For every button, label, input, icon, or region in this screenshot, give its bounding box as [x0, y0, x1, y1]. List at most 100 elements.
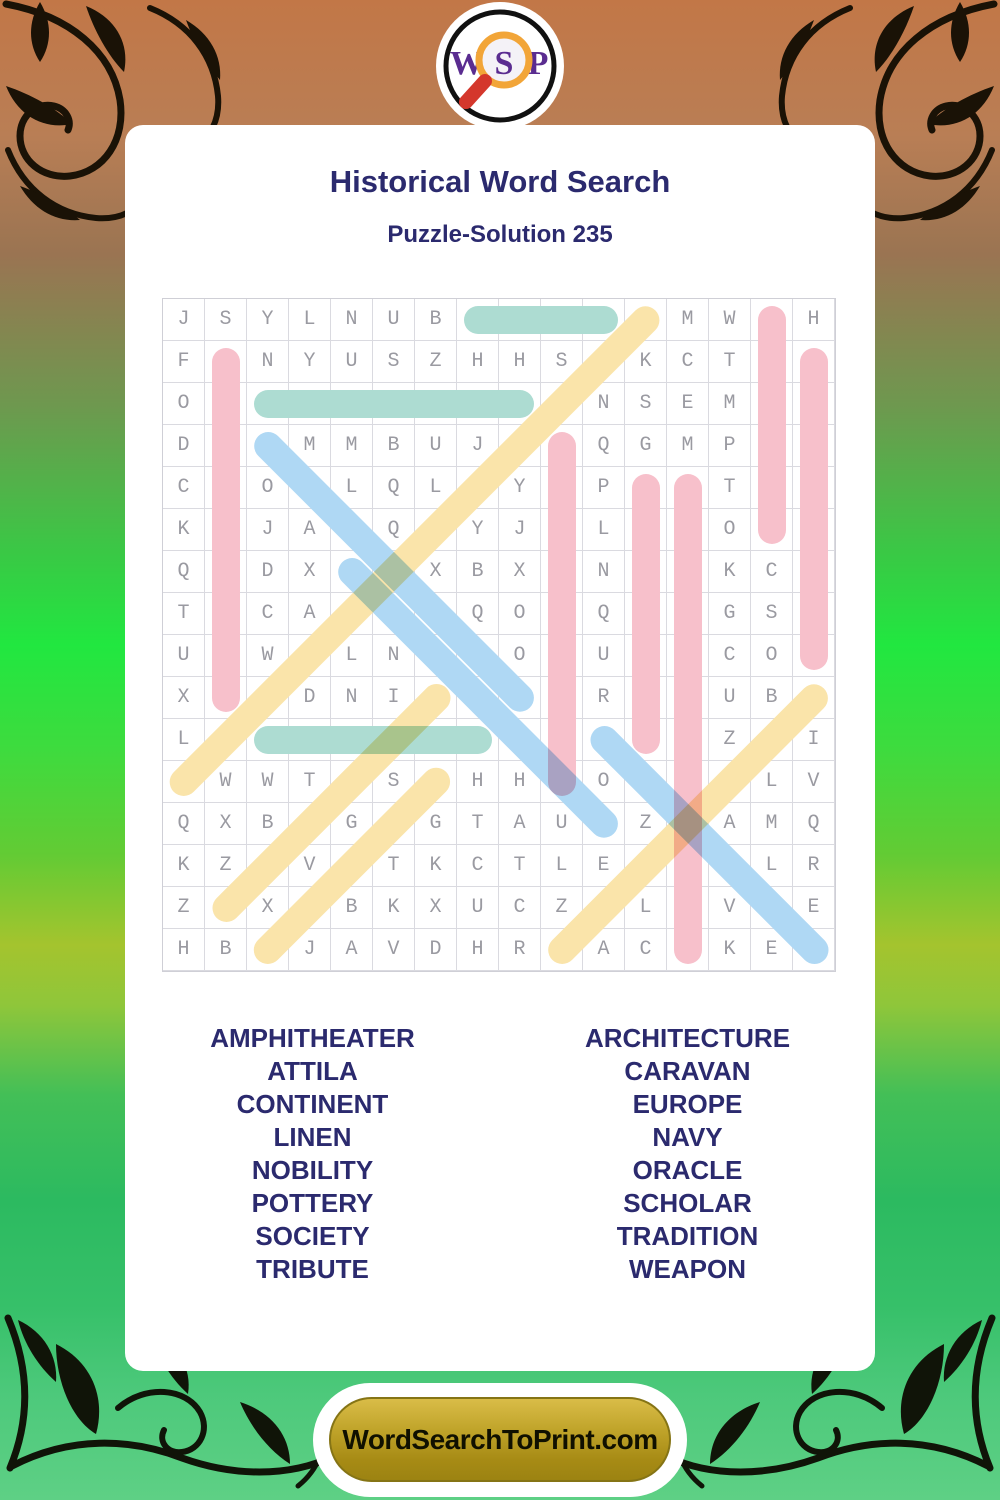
grid-cell: O — [583, 719, 625, 761]
grid-cell: Z — [541, 887, 583, 929]
grid-cell: T — [709, 341, 751, 383]
grid-cell: X — [415, 551, 457, 593]
grid-cell: Y — [793, 635, 835, 677]
grid-cell: M — [667, 425, 709, 467]
grid-cell: B — [331, 887, 373, 929]
grid-cell: Q — [163, 551, 205, 593]
grid-cell: D — [205, 467, 247, 509]
grid-cell: N — [583, 383, 625, 425]
grid-cell: T — [793, 593, 835, 635]
magnifier-handle-icon — [459, 74, 492, 109]
grid-cell: B — [793, 425, 835, 467]
grid-cell: T — [373, 845, 415, 887]
grid-cell: A — [583, 887, 625, 929]
grid-cell: E — [205, 887, 247, 929]
grid-cell: A — [499, 299, 541, 341]
grid-cell: A — [331, 929, 373, 971]
grid-cell: R — [583, 677, 625, 719]
grid-cell: P — [247, 425, 289, 467]
grid-cell: S — [541, 341, 583, 383]
grid-cell: T — [373, 551, 415, 593]
grid-cell: R — [625, 761, 667, 803]
grid-cell: R — [205, 383, 247, 425]
word-list-left: AMPHITHEATER ATTILA CONTINENT LINEN NOBILITY… — [125, 1022, 500, 1286]
grid-cell: R — [457, 635, 499, 677]
wsp-magnifier-logo: W S P — [436, 2, 564, 130]
grid-cell: E — [625, 635, 667, 677]
grid-cell: M — [667, 509, 709, 551]
grid-cell: W — [205, 761, 247, 803]
grid-cell: A — [751, 719, 793, 761]
grid-cell: H — [499, 341, 541, 383]
grid-cell: L — [541, 845, 583, 887]
grid-cell: Q — [583, 593, 625, 635]
grid-cell: N — [331, 677, 373, 719]
grid-cell: R — [289, 803, 331, 845]
grid-cell: Q — [793, 803, 835, 845]
grid-cell: C — [751, 551, 793, 593]
grid-cell: I — [373, 677, 415, 719]
grid-cell: K — [415, 845, 457, 887]
grid-cell: H — [331, 383, 373, 425]
grid-cell: N — [457, 719, 499, 761]
grid-cell: A — [163, 761, 205, 803]
grid-cell: W — [247, 635, 289, 677]
grid-cell: L — [163, 719, 205, 761]
grid-cell: W — [709, 299, 751, 341]
grid-cell: N — [793, 677, 835, 719]
grid-cell: B — [247, 803, 289, 845]
grid-cell: H — [667, 593, 709, 635]
grid-cell: C — [457, 467, 499, 509]
grid-cell: J — [289, 929, 331, 971]
word-list-item: TRIBUTE — [256, 1254, 369, 1284]
word-list-item: ARCHITECTURE — [584, 1023, 791, 1053]
grid-cell: B — [751, 677, 793, 719]
grid-cell: Q — [457, 593, 499, 635]
grid-cell: U — [541, 383, 583, 425]
grid-cell: R — [583, 341, 625, 383]
grid-cell: V — [709, 761, 751, 803]
grid-cell: L — [793, 509, 835, 551]
page-subtitle: Puzzle-Solution 235 — [387, 221, 613, 248]
grid-cell: I — [415, 635, 457, 677]
grid-cell: B — [373, 425, 415, 467]
grid-cell: L — [331, 467, 373, 509]
grid-cell: C — [667, 341, 709, 383]
word-list-item: ATTILA — [267, 1056, 358, 1086]
grid-cell: Z — [205, 845, 247, 887]
word-list-item: LINEN — [273, 1122, 352, 1152]
grid-cell: X — [289, 551, 331, 593]
grid-cell: N — [331, 299, 373, 341]
grid-cell: H — [289, 635, 331, 677]
grid-cell: T — [667, 845, 709, 887]
grid-cell: Q — [583, 425, 625, 467]
grid-cell: A — [667, 467, 709, 509]
grid-cell: O — [289, 467, 331, 509]
grid-cell: M — [709, 383, 751, 425]
word-list-item: EUROPE — [632, 1089, 743, 1119]
grid-cell: S — [625, 467, 667, 509]
word-list-item: AMPHITHEATER — [210, 1023, 415, 1053]
grid-cell: R — [499, 929, 541, 971]
grid-cell: T — [289, 761, 331, 803]
grid-cell: E — [415, 509, 457, 551]
grid-cell: P — [583, 467, 625, 509]
grid-cell: L — [751, 761, 793, 803]
grid-cell: I — [793, 551, 835, 593]
grid-cell: N — [331, 845, 373, 887]
grid-cell: I — [793, 719, 835, 761]
grid-cell: B — [415, 299, 457, 341]
word-list-item: WEAPON — [629, 1254, 746, 1284]
grid-cell: T — [205, 551, 247, 593]
grid-cell: T — [457, 803, 499, 845]
grid-cell: H — [163, 929, 205, 971]
website-link-button[interactable]: WordSearchToPrint.com — [329, 1397, 671, 1482]
grid-cell: M — [751, 803, 793, 845]
grid-cell: C — [247, 593, 289, 635]
grid-cell: E — [667, 887, 709, 929]
grid-cell: U — [163, 635, 205, 677]
grid-cell: I — [289, 887, 331, 929]
grid-cell: O — [205, 635, 247, 677]
grid-cell: U — [373, 299, 415, 341]
